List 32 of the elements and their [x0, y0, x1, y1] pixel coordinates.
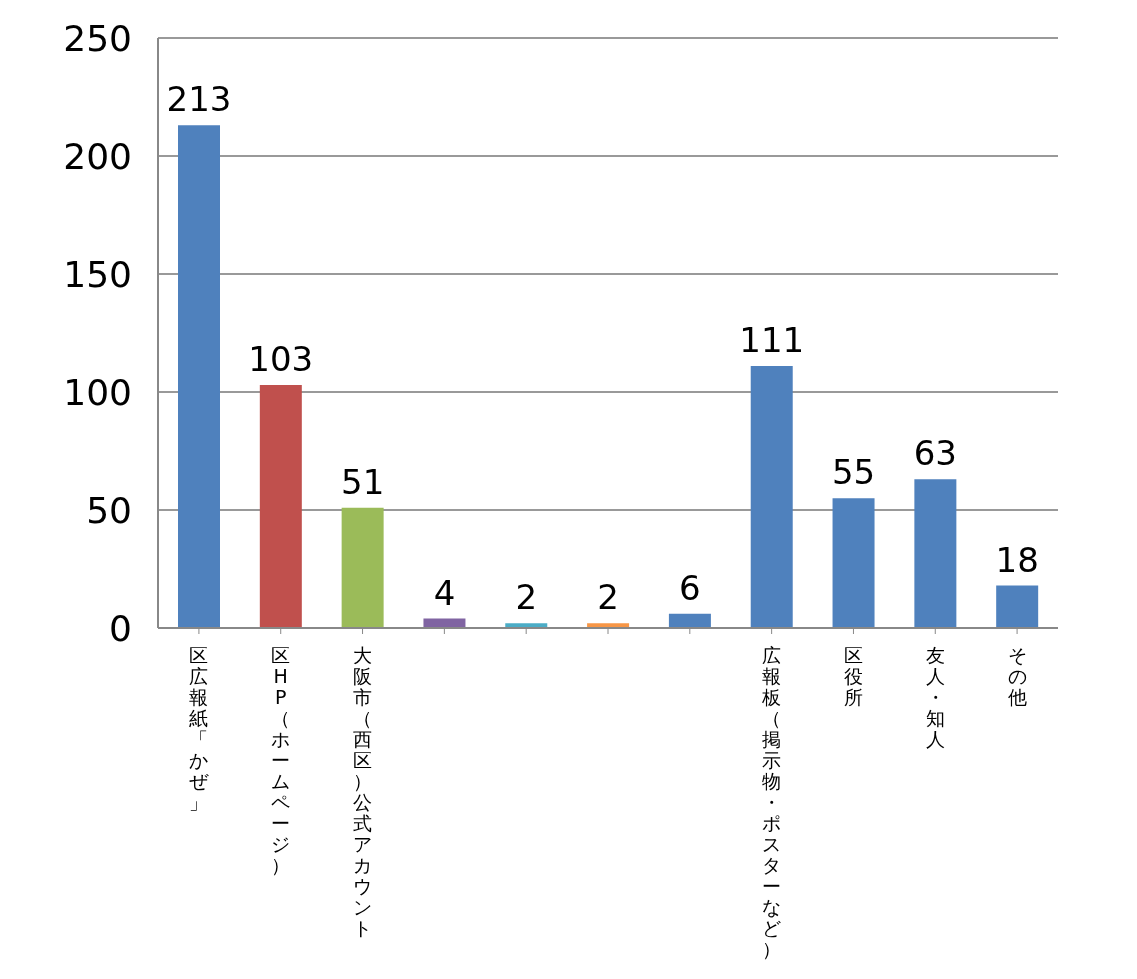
bar: [341, 507, 384, 628]
bar: [832, 498, 875, 628]
y-tick-label: 0: [109, 607, 132, 649]
data-label: 18: [995, 539, 1039, 580]
bar: [259, 384, 302, 628]
data-label: 103: [248, 338, 314, 379]
x-tick-label: 友人・知人: [925, 644, 945, 751]
data-label: 63: [913, 433, 957, 474]
bar: [750, 366, 793, 628]
bar: [914, 479, 957, 628]
x-tick-label: 区役所: [843, 644, 863, 709]
category-label: 区HP（ホームページ）: [271, 644, 291, 877]
y-tick-label: 200: [63, 135, 132, 177]
data-label: 51: [341, 461, 385, 502]
y-tick-label: 50: [86, 489, 132, 531]
data-label: 6: [679, 567, 701, 608]
y-tick-label: 250: [63, 17, 132, 59]
data-label: 2: [515, 577, 538, 618]
category-label: 広報板（掲示物・ポスターなど）: [762, 644, 782, 961]
bar: [178, 125, 220, 628]
y-tick-label: 100: [63, 371, 132, 413]
data-label: 111: [739, 320, 805, 361]
category-label: 大阪市（西区）公式アカウント: [353, 644, 373, 940]
data-label: 2: [597, 577, 619, 618]
x-tick-label: その他: [1007, 644, 1027, 709]
data-label: 213: [166, 79, 232, 120]
y-tick-label: 150: [63, 253, 132, 295]
bar: [668, 613, 711, 628]
data-label: 55: [831, 452, 876, 493]
bar: [996, 585, 1039, 628]
data-label: 4: [433, 572, 456, 613]
x-tick-label: 区広報紙「かぜ」: [189, 644, 210, 814]
